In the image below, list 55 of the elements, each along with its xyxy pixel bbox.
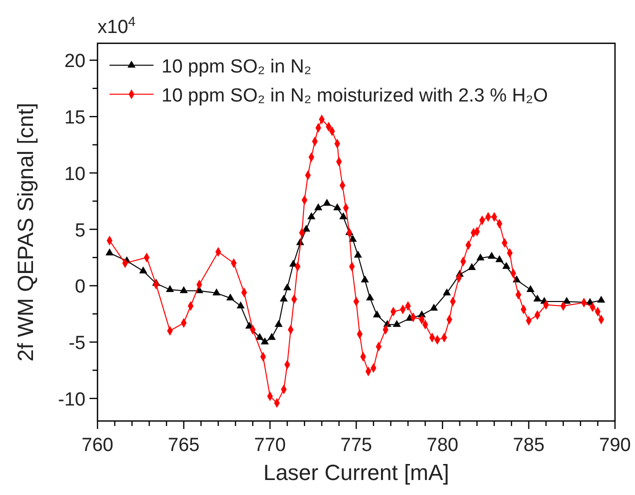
x-tick-label: 775 (340, 435, 372, 456)
text: x10$^{4}$ (98, 14, 136, 38)
point (348, 234, 357, 242)
point (562, 296, 571, 304)
point (236, 301, 245, 308)
x-tick-label: 790 (599, 435, 631, 456)
point (322, 198, 331, 206)
point (339, 212, 348, 220)
y-tick-label: 20 (64, 51, 86, 72)
x-axis-title: Laser Current [mA] (263, 460, 450, 485)
point (502, 262, 510, 269)
point (106, 248, 114, 256)
point (212, 288, 221, 296)
point (430, 304, 438, 311)
point (139, 266, 148, 274)
x-tick-label: 770 (254, 435, 286, 456)
point (526, 285, 534, 292)
point (283, 283, 292, 290)
point (360, 275, 369, 282)
point (442, 288, 451, 296)
point (533, 294, 542, 302)
point (280, 294, 288, 302)
y-tick-label: -5 (68, 333, 86, 354)
point (260, 337, 269, 344)
y-axis-title: 2f WM QEPAS Signal [cnt] (13, 102, 38, 362)
point (488, 252, 496, 259)
point (372, 310, 381, 318)
y-tick-label: 0 (74, 276, 86, 298)
y-tick-label: 10 (64, 164, 86, 185)
y-tick-label: -10 (58, 389, 86, 410)
x-tick-label: 785 (512, 435, 545, 456)
point (256, 332, 264, 340)
legend-label: 10 ppm SO₂ in N₂ moisturized with 2.3 % H₂O (162, 85, 548, 106)
point (468, 263, 476, 270)
legend-label: 10 ppm SO₂ in N₂ (162, 56, 312, 78)
y-tick-label: 5 (74, 220, 86, 242)
point (597, 296, 606, 303)
point (366, 293, 374, 300)
point (268, 332, 276, 340)
x-tick-label: 780 (426, 435, 458, 456)
point (226, 293, 234, 300)
point (354, 250, 362, 258)
point (307, 212, 316, 220)
point (333, 203, 342, 210)
point (180, 286, 188, 294)
x-tick-label: 760 (82, 435, 114, 456)
point (392, 320, 401, 327)
point (166, 285, 174, 292)
point (302, 224, 310, 232)
point (476, 253, 484, 260)
x-tick-label: 765 (168, 435, 200, 456)
point (495, 255, 504, 262)
point (314, 203, 322, 210)
y-tick-label: 15 (64, 108, 86, 129)
point (274, 320, 283, 327)
